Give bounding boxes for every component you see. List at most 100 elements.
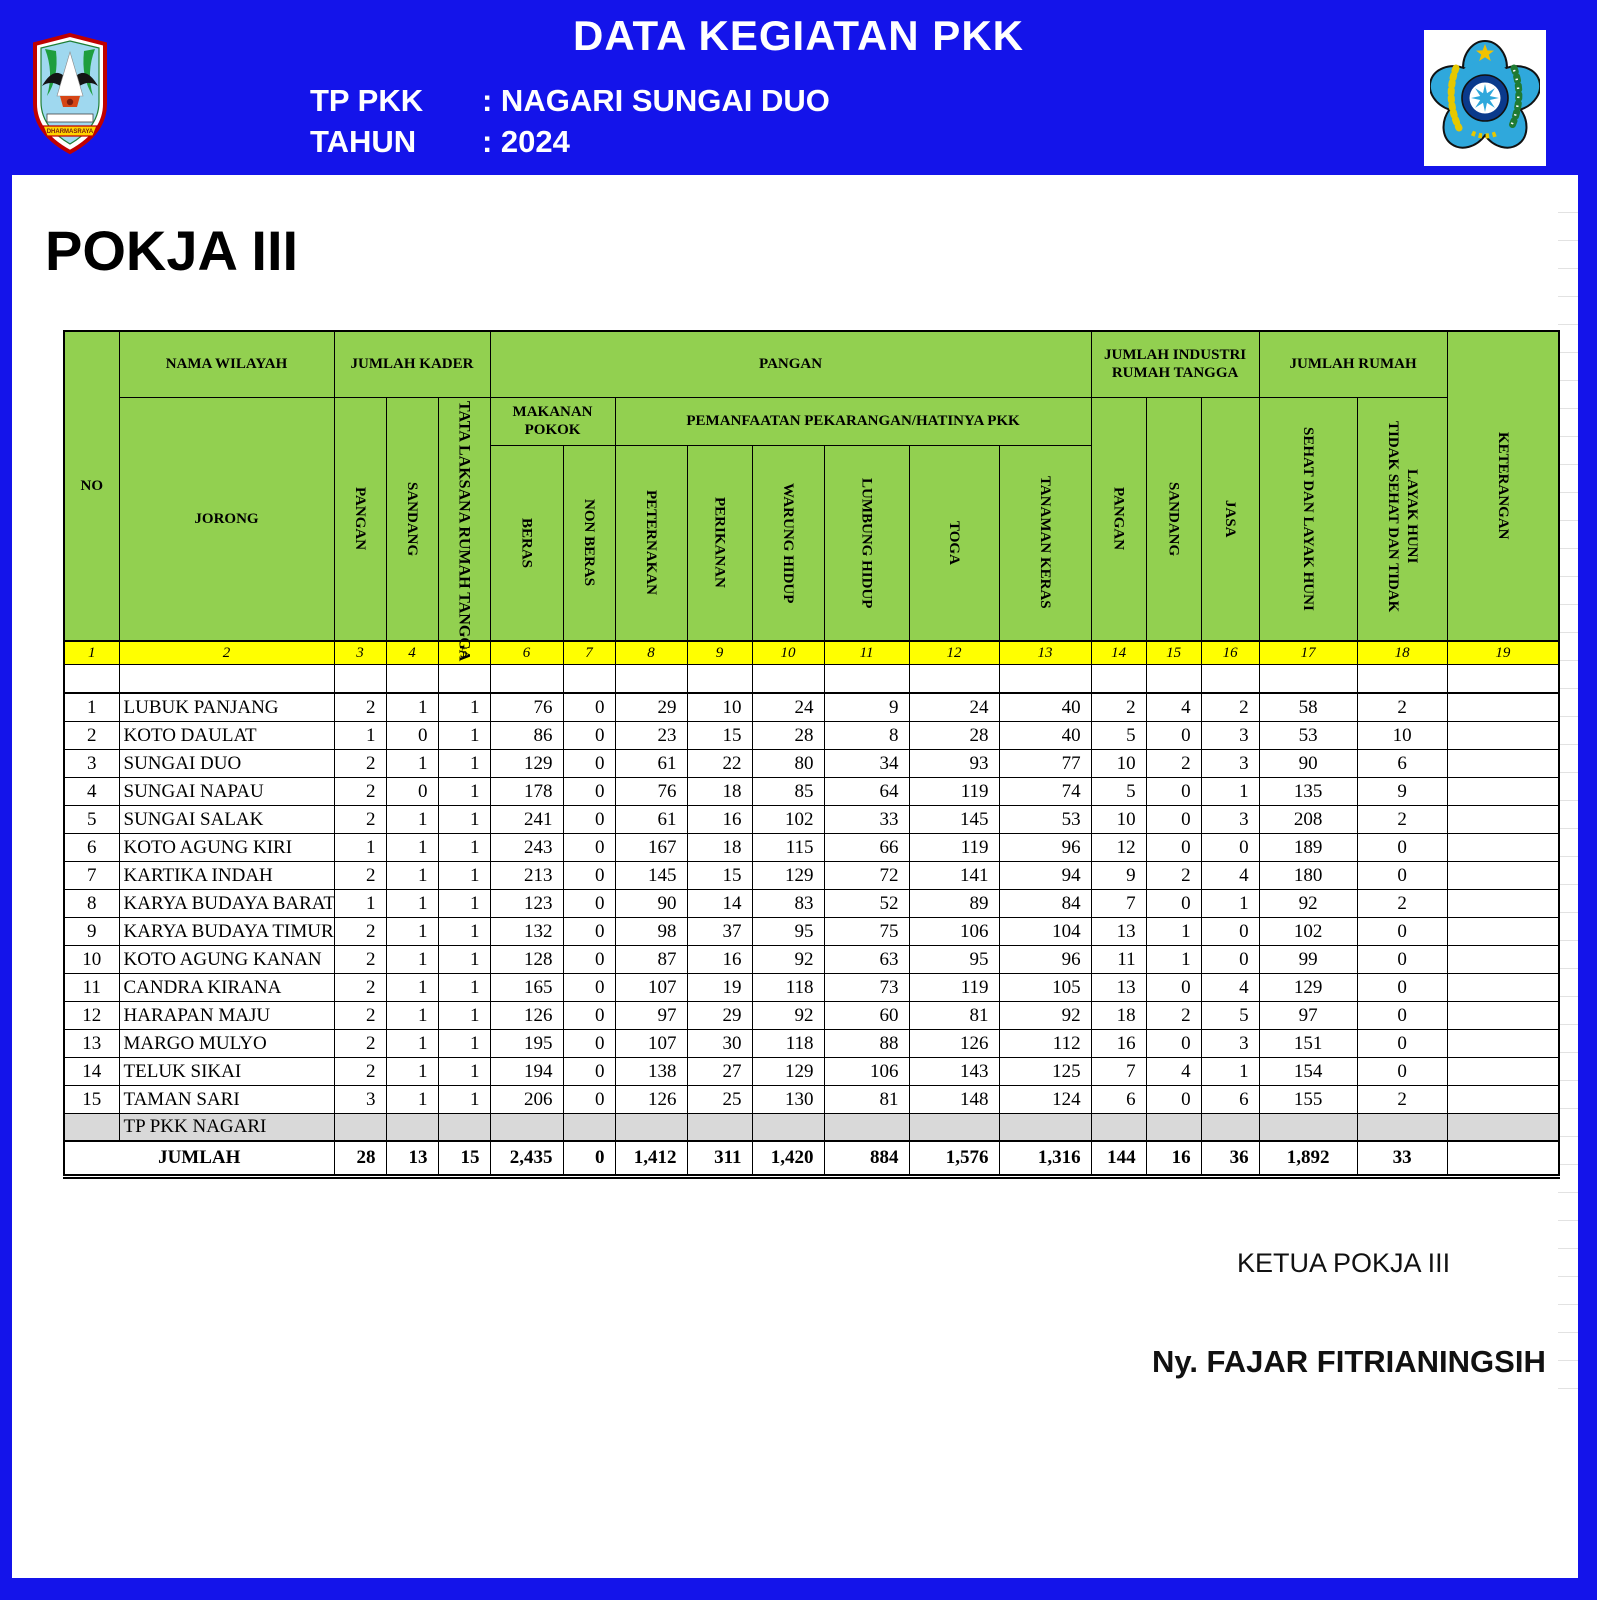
col-group-jumlah-kader: JUMLAH KADER — [333, 330, 491, 398]
value-cell: 92 — [751, 1001, 825, 1030]
value-cell: 106 — [823, 1057, 910, 1086]
table-row: 7 KARTIKA INDAH 2 1 1 213 0 145 15 129 72 141 94 9 2 4 1… — [63, 861, 1560, 890]
column-number: 17 — [1258, 640, 1358, 665]
value-cell: 2 — [1356, 889, 1448, 918]
value-cell: 96 — [998, 945, 1092, 974]
gray-cell — [1356, 1113, 1448, 1142]
value-cell: 1 — [1200, 777, 1260, 806]
spacer-cell — [908, 664, 1000, 694]
row-number: 9 — [63, 917, 120, 946]
table-row: 3 SUNGAI DUO 2 1 1 129 0 61 22 80 34 93 77 10 2 3 90 6 — [63, 749, 1560, 778]
jorong-name: LUBUK PANJANG — [118, 692, 335, 722]
value-cell: 1 — [437, 889, 491, 918]
total-cell: 0 — [562, 1140, 616, 1179]
value-cell: 81 — [908, 1001, 1000, 1030]
value-cell: 2 — [333, 1029, 387, 1058]
value-cell: 1 — [385, 973, 439, 1002]
value-cell: 2 — [1356, 692, 1448, 722]
value-cell: 9 — [1090, 861, 1147, 890]
value-cell: 1 — [437, 1001, 491, 1030]
value-cell: 0 — [562, 1085, 616, 1114]
value-cell: 0 — [1145, 1029, 1202, 1058]
value-cell: 0 — [562, 917, 616, 946]
value-cell: 2 — [1356, 805, 1448, 834]
total-cell: 1,316 — [998, 1140, 1092, 1179]
column-number: 10 — [751, 640, 825, 665]
keterangan-cell — [1446, 1085, 1560, 1114]
value-cell: 1 — [385, 1085, 439, 1114]
value-cell: 40 — [998, 721, 1092, 750]
col-header-sehat: SEHAT DAN LAYAK HUNI — [1258, 396, 1358, 642]
value-cell: 15 — [686, 861, 753, 890]
value-cell: 208 — [1258, 805, 1358, 834]
column-number: 12 — [908, 640, 1000, 665]
value-cell: 1 — [385, 945, 439, 974]
table-row: 6 KOTO AGUNG KIRI 1 1 1 243 0 167 18 115 66 119 96 12… — [63, 833, 1560, 862]
value-cell: 189 — [1258, 833, 1358, 862]
value-cell: 194 — [489, 1057, 564, 1086]
jorong-name: SUNGAI DUO — [118, 749, 335, 778]
value-cell: 0 — [1356, 945, 1448, 974]
value-cell: 104 — [998, 917, 1092, 946]
value-cell: 0 — [1145, 777, 1202, 806]
row-number: 2 — [63, 721, 120, 750]
spacer-cell — [614, 664, 688, 694]
value-cell: 126 — [489, 1001, 564, 1030]
value-cell: 53 — [1258, 721, 1358, 750]
value-cell: 25 — [686, 1085, 753, 1114]
jorong-name: KARTIKA INDAH — [118, 861, 335, 890]
value-cell: 11 — [1090, 945, 1147, 974]
value-cell: 1 — [333, 889, 387, 918]
table-row: 9 KARYA BUDAYA TIMUR 2 1 1 132 0 98 37 95 75 106 104… — [63, 917, 1560, 946]
value-cell: 1 — [385, 1001, 439, 1030]
value-cell: 7 — [1090, 889, 1147, 918]
row-number: 1 — [63, 692, 120, 722]
value-cell: 206 — [489, 1085, 564, 1114]
value-cell: 58 — [1258, 692, 1358, 722]
total-cell: 1,576 — [908, 1140, 1000, 1179]
value-cell: 0 — [562, 861, 616, 890]
value-cell: 132 — [489, 917, 564, 946]
spacer-cell — [118, 664, 335, 694]
value-cell: 1 — [437, 692, 491, 722]
value-cell: 126 — [614, 1085, 688, 1114]
spacer-cell — [63, 664, 120, 694]
value-cell: 5 — [1090, 721, 1147, 750]
value-cell: 8 — [823, 721, 910, 750]
value-cell: 1 — [333, 833, 387, 862]
spacer-cell — [686, 664, 753, 694]
value-cell: 141 — [908, 861, 1000, 890]
keterangan-cell — [1446, 973, 1560, 1002]
column-number: 8 — [614, 640, 688, 665]
column-number: 6 — [489, 640, 564, 665]
value-cell: 30 — [686, 1029, 753, 1058]
value-cell: 1 — [385, 805, 439, 834]
value-cell: 16 — [1090, 1029, 1147, 1058]
value-cell: 0 — [1145, 721, 1202, 750]
col-header-nama-wilayah: NAMA WILAYAH — [118, 330, 335, 398]
value-cell: 2 — [1090, 692, 1147, 722]
value-cell: 145 — [614, 861, 688, 890]
total-cell: 16 — [1145, 1140, 1202, 1179]
value-cell: 4 — [1145, 692, 1202, 722]
keterangan-cell — [1446, 833, 1560, 862]
value-cell: 0 — [1200, 833, 1260, 862]
col-header-toga: TOGA — [908, 444, 1000, 642]
col-header-beras: BERAS — [489, 444, 564, 642]
value-cell: 138 — [614, 1057, 688, 1086]
value-cell: 118 — [751, 973, 825, 1002]
value-cell: 0 — [562, 1029, 616, 1058]
keterangan-cell — [1446, 1140, 1560, 1179]
column-number: 2 — [118, 640, 335, 665]
gray-cell — [751, 1113, 825, 1142]
value-cell: 19 — [686, 973, 753, 1002]
value-cell: 128 — [489, 945, 564, 974]
total-cell: 884 — [823, 1140, 910, 1179]
value-cell: 2 — [1200, 692, 1260, 722]
total-cell: 36 — [1200, 1140, 1260, 1179]
column-number: 1 — [63, 640, 120, 665]
table-row: 10 KOTO AGUNG KANAN 2 1 1 128 0 87 16 92 63 95 96 11 1… — [63, 945, 1560, 974]
tp-pkk-label: TP PKK — [310, 83, 424, 118]
spacer-cell — [333, 664, 387, 694]
value-cell: 63 — [823, 945, 910, 974]
